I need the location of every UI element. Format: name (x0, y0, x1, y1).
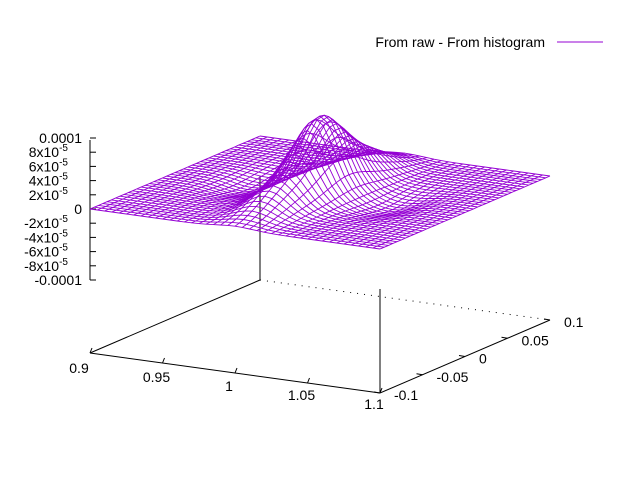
mesh-line-x (140, 142, 311, 217)
mesh-line-x (97, 136, 268, 211)
x-tick-label: 0.95 (143, 369, 170, 385)
z-tick-label: 2x10-5 (29, 186, 69, 203)
mesh-line-x (358, 172, 529, 247)
x-tick-mark (307, 377, 310, 384)
mesh-line-x (118, 139, 290, 214)
mesh-line-x (227, 119, 398, 226)
x-tick-label: 1.1 (364, 396, 384, 412)
mesh-line-x (300, 164, 471, 239)
y-tick-mark (416, 373, 423, 376)
y-tick-mark (373, 391, 381, 394)
z-tick-label: 0.0001 (39, 130, 82, 146)
z-tick-label: 4x10-5 (29, 172, 69, 189)
mesh-line-x (126, 140, 297, 215)
mesh-line-x (263, 158, 435, 233)
mesh-line-x (104, 137, 275, 212)
mesh-line-x (321, 167, 493, 242)
x-tick-label: 0.9 (69, 360, 89, 376)
z-tick-label: -4x10-5 (24, 228, 68, 245)
z-tick-label: -8x10-5 (24, 257, 68, 274)
x-tick-mark (162, 357, 165, 364)
mesh-line-x (336, 169, 507, 244)
base-edge (89, 279, 261, 354)
base-edge-back (259, 279, 551, 321)
z-tick-label: 0 (74, 201, 82, 217)
mesh-line-x (155, 144, 326, 219)
mesh-line-x (285, 162, 456, 237)
mesh-line-x (169, 146, 340, 221)
mesh-line-x (213, 149, 384, 225)
mesh-line-x (89, 135, 261, 210)
mesh-line-x (314, 166, 485, 241)
z-tick-label: -2x10-5 (24, 214, 68, 231)
mesh-line-x (147, 143, 319, 218)
y-tick-label: 0.05 (522, 332, 549, 348)
mesh-line-x (343, 170, 514, 245)
mesh-line-x (350, 171, 522, 246)
y-tick-label: -0.05 (437, 369, 469, 385)
mesh-line-x (111, 138, 282, 213)
y-tick-label: -0.1 (394, 387, 418, 403)
mesh-line-x (205, 150, 377, 225)
x-tick-label: 1 (225, 378, 233, 394)
surface-mesh (89, 114, 551, 250)
y-tick-label: 0.1 (564, 314, 584, 330)
y-tick-mark (543, 318, 551, 321)
z-tick-label: 8x10-5 (29, 143, 69, 160)
x-axis: 0.9 0.95 1 1.05 1.1 (69, 347, 384, 412)
x-tick-mark (379, 387, 383, 394)
mesh-line-x (162, 145, 333, 220)
y-tick-mark (501, 336, 508, 339)
z-tick-label: 6x10-5 (29, 157, 69, 174)
x-tick-mark (89, 347, 93, 354)
mesh-line-x (307, 165, 478, 240)
mesh-line-x (271, 160, 442, 235)
x-tick-label: 1.05 (288, 387, 315, 403)
mesh-line-x (329, 168, 500, 243)
mesh-line-x (242, 121, 413, 228)
y-tick-label: 0 (479, 351, 487, 367)
mesh-line-x (256, 155, 427, 231)
mesh-line-x (372, 174, 543, 249)
mesh-line-x (249, 136, 420, 230)
mesh-line-x (292, 163, 464, 238)
y-axis: -0.1 -0.05 0 0.05 0.1 (373, 314, 584, 403)
mesh-line-x (365, 173, 536, 248)
x-tick-mark (234, 367, 238, 374)
mesh-line-x (278, 161, 449, 236)
z-tick-label: -0.0001 (35, 272, 83, 288)
y-tick-mark (458, 355, 466, 357)
mesh-line-x (379, 175, 551, 250)
legend-label: From raw - From histogram (375, 34, 545, 50)
mesh-line-x (133, 141, 304, 216)
z-tick-label: -6x10-5 (24, 243, 68, 260)
